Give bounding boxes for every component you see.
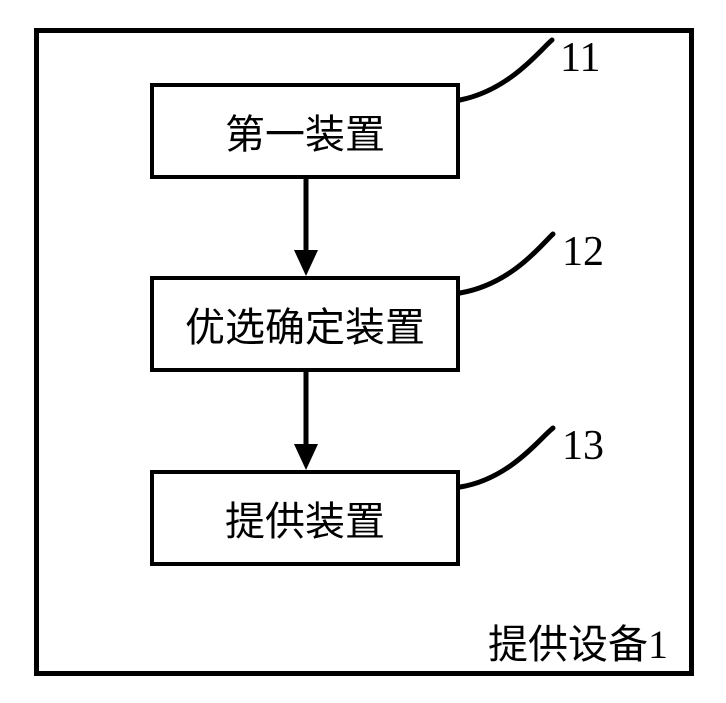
reference-number: 13	[562, 422, 604, 470]
flowchart-node: 提供装置	[150, 470, 460, 566]
diagram-caption: 提供设备1	[488, 612, 668, 670]
flowchart-node: 第一装置	[150, 83, 460, 179]
diagram-canvas: 第一装置 优选确定装置 提供装置 11 12 13 提供设备1	[0, 0, 726, 703]
reference-number: 11	[560, 34, 600, 82]
node-label: 优选确定装置	[185, 295, 425, 353]
node-label: 第一装置	[225, 102, 385, 160]
flowchart-node: 优选确定装置	[150, 276, 460, 372]
node-label: 提供装置	[225, 489, 385, 547]
reference-number: 12	[562, 228, 604, 276]
